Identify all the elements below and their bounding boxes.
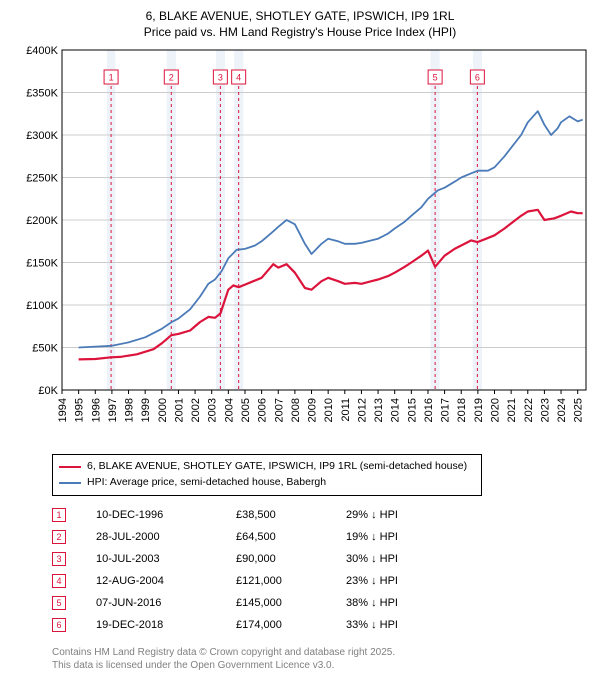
transaction-vs-hpi: 30% ↓ HPI bbox=[346, 553, 436, 565]
svg-text:2005: 2005 bbox=[240, 398, 252, 422]
svg-text:£100K: £100K bbox=[26, 300, 58, 312]
transaction-vs-hpi: 23% ↓ HPI bbox=[346, 575, 436, 587]
svg-text:3: 3 bbox=[218, 73, 223, 83]
legend-swatch bbox=[59, 466, 81, 468]
svg-text:£350K: £350K bbox=[26, 88, 58, 100]
transaction-price: £121,000 bbox=[236, 575, 316, 587]
svg-text:2020: 2020 bbox=[490, 398, 502, 422]
svg-text:£250K: £250K bbox=[26, 173, 58, 185]
legend-item: HPI: Average price, semi-detached house,… bbox=[59, 475, 475, 491]
transaction-marker: 5 bbox=[52, 596, 66, 610]
svg-text:£150K: £150K bbox=[26, 258, 58, 270]
transaction-date: 19-DEC-2018 bbox=[96, 619, 206, 631]
svg-text:2018: 2018 bbox=[456, 398, 468, 422]
svg-text:1999: 1999 bbox=[140, 398, 152, 422]
transaction-table: 1 10-DEC-1996 £38,500 29% ↓ HPI 2 28-JUL-2000… bbox=[52, 504, 590, 636]
svg-text:2017: 2017 bbox=[440, 398, 452, 422]
svg-text:4: 4 bbox=[236, 73, 241, 83]
svg-text:6: 6 bbox=[475, 73, 480, 83]
svg-text:5: 5 bbox=[433, 73, 438, 83]
legend: 6, BLAKE AVENUE, SHOTLEY GATE, IPSWICH, … bbox=[52, 454, 482, 496]
transaction-price: £90,000 bbox=[236, 553, 316, 565]
transaction-date: 07-JUN-2016 bbox=[96, 597, 206, 609]
svg-text:1: 1 bbox=[109, 73, 114, 83]
svg-text:2: 2 bbox=[169, 73, 174, 83]
svg-text:1997: 1997 bbox=[107, 398, 119, 422]
footer: Contains HM Land Registry data © Crown c… bbox=[52, 646, 590, 673]
svg-text:£0K: £0K bbox=[38, 385, 58, 397]
svg-text:2015: 2015 bbox=[406, 398, 418, 422]
transaction-row: 1 10-DEC-1996 £38,500 29% ↓ HPI bbox=[52, 504, 590, 526]
svg-text:1998: 1998 bbox=[124, 398, 136, 422]
svg-text:2002: 2002 bbox=[190, 398, 202, 422]
transaction-price: £64,500 bbox=[236, 531, 316, 543]
legend-label: HPI: Average price, semi-detached house,… bbox=[87, 475, 326, 491]
svg-text:£200K: £200K bbox=[26, 215, 58, 227]
transaction-date: 28-JUL-2000 bbox=[96, 531, 206, 543]
chart-container: 6, BLAKE AVENUE, SHOTLEY GATE, IPSWICH, … bbox=[0, 0, 600, 680]
transaction-marker: 6 bbox=[52, 618, 66, 632]
svg-text:2004: 2004 bbox=[223, 398, 235, 422]
svg-text:2009: 2009 bbox=[307, 398, 319, 422]
svg-text:2001: 2001 bbox=[173, 398, 185, 422]
svg-text:£50K: £50K bbox=[32, 343, 58, 355]
transaction-date: 12-AUG-2004 bbox=[96, 575, 206, 587]
transaction-row: 5 07-JUN-2016 £145,000 38% ↓ HPI bbox=[52, 592, 590, 614]
svg-text:2024: 2024 bbox=[556, 398, 568, 422]
svg-text:2025: 2025 bbox=[573, 398, 585, 422]
transaction-marker: 3 bbox=[52, 552, 66, 566]
transaction-vs-hpi: 33% ↓ HPI bbox=[346, 619, 436, 631]
transaction-vs-hpi: 38% ↓ HPI bbox=[346, 597, 436, 609]
title-line1: 6, BLAKE AVENUE, SHOTLEY GATE, IPSWICH, … bbox=[10, 8, 590, 24]
svg-text:2022: 2022 bbox=[523, 398, 535, 422]
transaction-marker: 4 bbox=[52, 574, 66, 588]
transaction-price: £174,000 bbox=[236, 619, 316, 631]
svg-text:1994: 1994 bbox=[57, 398, 69, 422]
transaction-marker: 2 bbox=[52, 530, 66, 544]
footer-line1: Contains HM Land Registry data © Crown c… bbox=[52, 646, 590, 660]
svg-text:2016: 2016 bbox=[423, 398, 435, 422]
footer-line2: This data is licensed under the Open Gov… bbox=[52, 659, 590, 673]
transaction-price: £145,000 bbox=[236, 597, 316, 609]
svg-text:2014: 2014 bbox=[390, 398, 402, 422]
transaction-vs-hpi: 29% ↓ HPI bbox=[346, 509, 436, 521]
svg-text:2007: 2007 bbox=[273, 398, 285, 422]
legend-label: 6, BLAKE AVENUE, SHOTLEY GATE, IPSWICH, … bbox=[87, 459, 467, 475]
transaction-row: 4 12-AUG-2004 £121,000 23% ↓ HPI bbox=[52, 570, 590, 592]
svg-text:2013: 2013 bbox=[373, 398, 385, 422]
svg-text:1996: 1996 bbox=[90, 398, 102, 422]
svg-text:2012: 2012 bbox=[356, 398, 368, 422]
transaction-date: 10-JUL-2003 bbox=[96, 553, 206, 565]
svg-text:2000: 2000 bbox=[157, 398, 169, 422]
svg-text:2011: 2011 bbox=[340, 398, 352, 422]
svg-text:2003: 2003 bbox=[207, 398, 219, 422]
transaction-row: 3 10-JUL-2003 £90,000 30% ↓ HPI bbox=[52, 548, 590, 570]
svg-text:2023: 2023 bbox=[539, 398, 551, 422]
transaction-marker: 1 bbox=[52, 508, 66, 522]
transaction-row: 6 19-DEC-2018 £174,000 33% ↓ HPI bbox=[52, 614, 590, 636]
legend-swatch bbox=[59, 482, 81, 484]
svg-text:2006: 2006 bbox=[257, 398, 269, 422]
svg-text:2010: 2010 bbox=[323, 398, 335, 422]
svg-text:1995: 1995 bbox=[74, 398, 86, 422]
transaction-date: 10-DEC-1996 bbox=[96, 509, 206, 521]
svg-text:2019: 2019 bbox=[473, 398, 485, 422]
title-line2: Price paid vs. HM Land Registry's House … bbox=[10, 24, 590, 40]
svg-text:£400K: £400K bbox=[26, 46, 58, 57]
transaction-row: 2 28-JUL-2000 £64,500 19% ↓ HPI bbox=[52, 526, 590, 548]
transaction-vs-hpi: 19% ↓ HPI bbox=[346, 531, 436, 543]
svg-text:2021: 2021 bbox=[506, 398, 518, 422]
chart: 1 2 3 4 5 6 £0K £50K £100K £150K £200K £250K £300K £3… bbox=[10, 46, 590, 446]
title-block: 6, BLAKE AVENUE, SHOTLEY GATE, IPSWICH, … bbox=[10, 8, 590, 40]
legend-item: 6, BLAKE AVENUE, SHOTLEY GATE, IPSWICH, … bbox=[59, 459, 475, 475]
svg-text:£300K: £300K bbox=[26, 130, 58, 142]
transaction-price: £38,500 bbox=[236, 509, 316, 521]
svg-text:2008: 2008 bbox=[290, 398, 302, 422]
